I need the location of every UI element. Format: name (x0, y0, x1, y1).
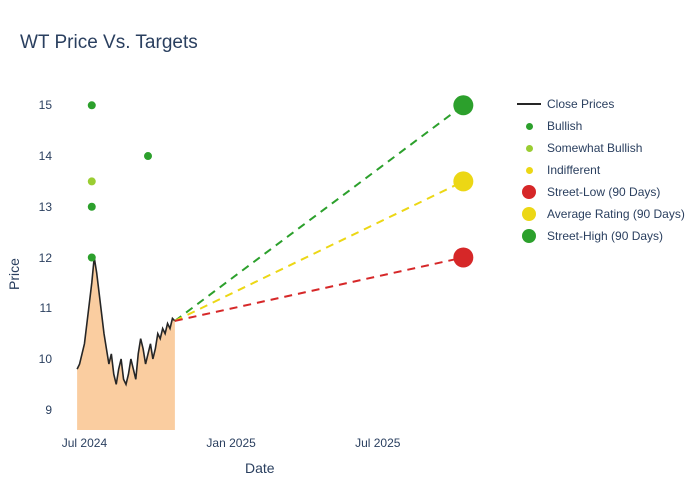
legend-label: Street-High (90 Days) (547, 229, 663, 243)
legend-label: Bullish (547, 119, 582, 133)
analyst-dot (144, 152, 152, 160)
legend-dot-icon (526, 167, 533, 174)
legend-item: Average Rating (90 Days) (515, 205, 685, 223)
legend: Close Prices Bullish Somewhat Bullish Indif… (515, 95, 685, 249)
analyst-dot (88, 203, 96, 211)
chart-title: WT Price Vs. Targets (20, 32, 198, 54)
legend-swatch (515, 185, 543, 199)
legend-label: Indifferent (547, 163, 600, 177)
legend-dot-icon (522, 229, 536, 243)
legend-label: Average Rating (90 Days) (547, 207, 685, 221)
legend-dot-icon (522, 207, 536, 221)
legend-swatch (515, 123, 543, 130)
x-tick-label: Jan 2025 (206, 436, 255, 450)
legend-dot-icon (526, 145, 533, 152)
y-axis-label: Price (6, 258, 22, 290)
average-target-line (175, 181, 463, 321)
legend-dot-icon (526, 123, 533, 130)
legend-item: Bullish (515, 117, 685, 135)
legend-item: Street-High (90 Days) (515, 227, 685, 245)
y-tick-label: 9 (45, 403, 52, 417)
chart-container: WT Price Vs. Targets Price Date 91011121… (0, 0, 700, 500)
x-axis-label: Date (245, 460, 275, 476)
y-tick-label: 10 (39, 352, 52, 366)
legend-label: Street-Low (90 Days) (547, 185, 660, 199)
legend-swatch (515, 103, 543, 105)
analyst-dot (88, 101, 96, 109)
legend-item: Street-Low (90 Days) (515, 183, 685, 201)
y-tick-label: 11 (40, 301, 52, 315)
legend-swatch (515, 145, 543, 152)
legend-item: Indifferent (515, 161, 685, 179)
plot-area: 9101112131415 Jul 2024Jan 2025Jul 2025 (60, 85, 500, 430)
legend-dot-icon (522, 185, 536, 199)
chart-svg (60, 85, 500, 430)
y-tick-label: 12 (39, 251, 52, 265)
street-low-target-line (175, 258, 463, 321)
legend-label: Close Prices (547, 97, 614, 111)
legend-label: Somewhat Bullish (547, 141, 642, 155)
y-tick-label: 14 (39, 149, 52, 163)
analyst-dot (88, 177, 96, 185)
legend-line-icon (517, 103, 541, 105)
legend-item: Close Prices (515, 95, 685, 113)
street-low-target-marker (453, 248, 473, 268)
legend-swatch (515, 207, 543, 221)
legend-swatch (515, 229, 543, 243)
y-tick-label: 15 (39, 98, 52, 112)
legend-swatch (515, 167, 543, 174)
y-tick-label: 13 (39, 200, 52, 214)
average-target-marker (453, 171, 473, 191)
analyst-dot (88, 254, 96, 262)
x-tick-label: Jul 2024 (62, 436, 107, 450)
street-high-target-marker (453, 95, 473, 115)
legend-item: Somewhat Bullish (515, 139, 685, 157)
x-tick-label: Jul 2025 (355, 436, 400, 450)
